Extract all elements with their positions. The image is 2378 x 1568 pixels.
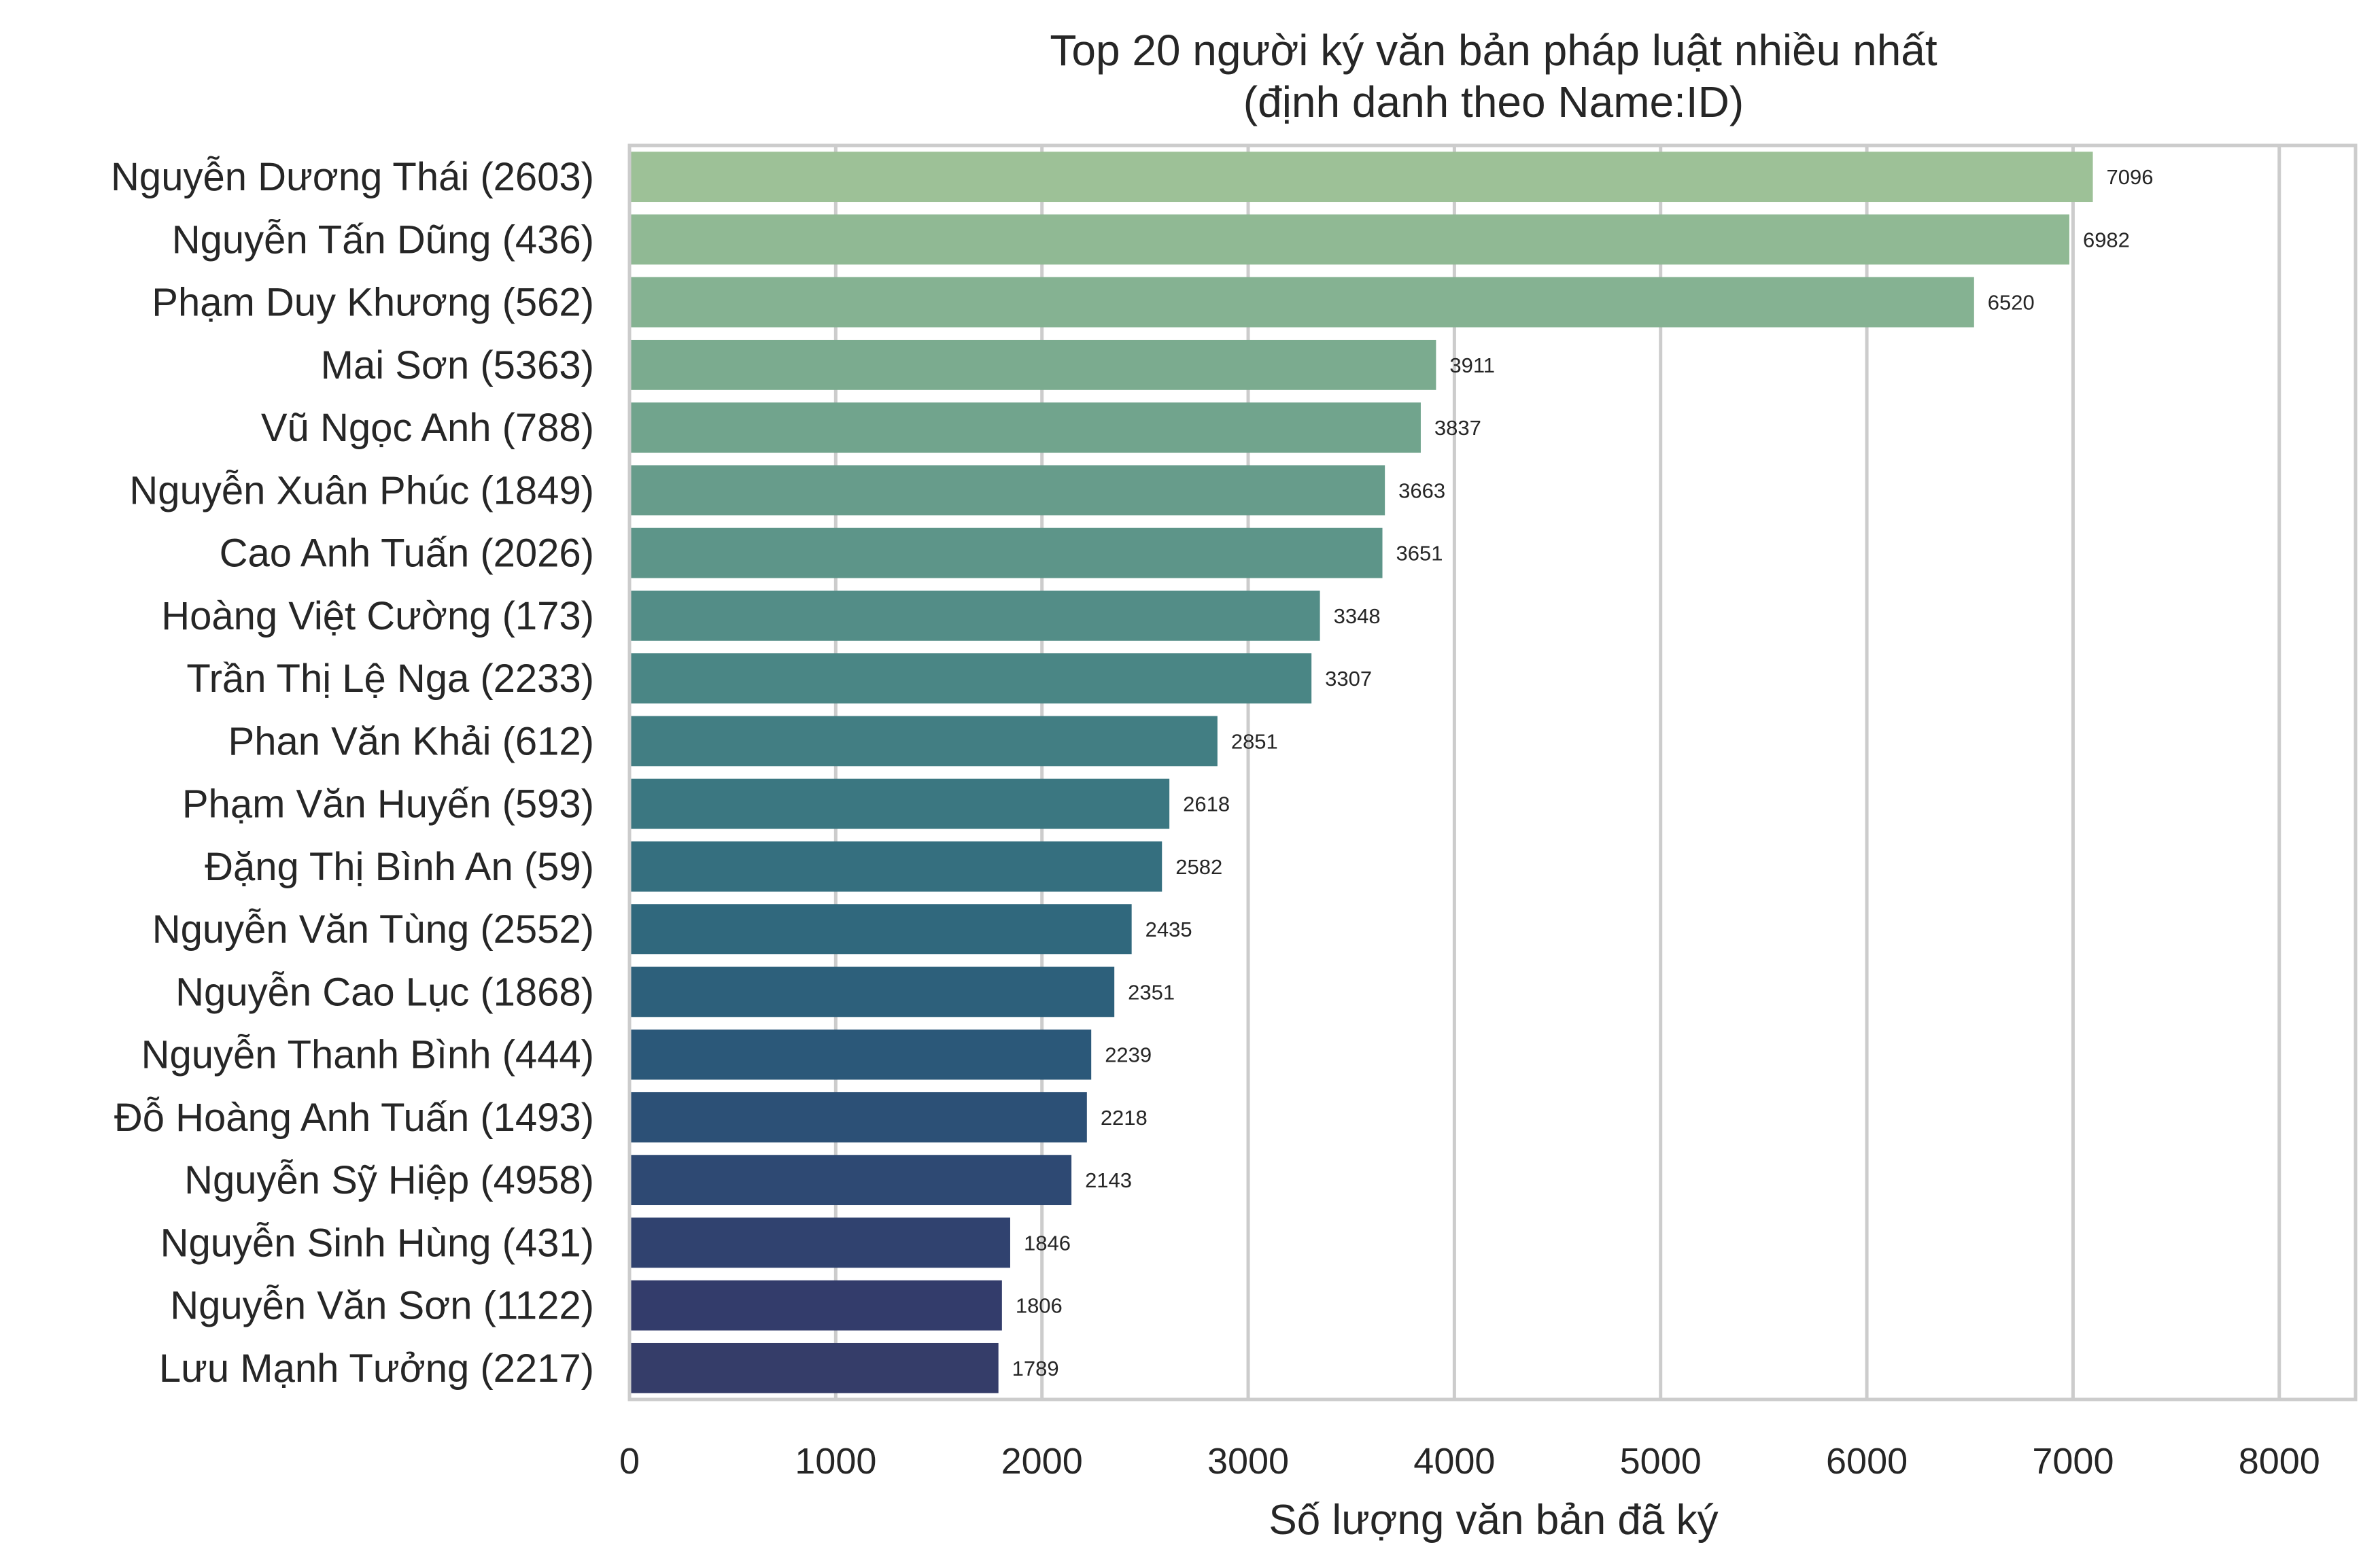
- data-label: 3837: [1434, 416, 1481, 440]
- data-label: 2582: [1175, 855, 1222, 879]
- y-tick-label: Nguyễn Xuân Phúc (1849): [129, 468, 594, 512]
- y-tick-label: Cao Anh Tuấn (2026): [220, 532, 594, 576]
- y-tick-label: Hoàng Việt Cường (173): [161, 594, 594, 638]
- data-label: 2143: [1085, 1168, 1132, 1192]
- data-label: 7096: [2107, 165, 2154, 189]
- data-label: 2218: [1101, 1106, 1148, 1130]
- y-tick-label: Mai Sơn (5363): [321, 343, 594, 387]
- y-tick-label: Đặng Thị Bình An (59): [205, 845, 594, 889]
- y-tick-label: Phạm Văn Huyến (593): [182, 782, 594, 826]
- x-tick-label: 4000: [1413, 1441, 1495, 1482]
- y-tick-label: Đỗ Hoàng Anh Tuấn (1493): [114, 1096, 594, 1140]
- data-label: 2435: [1145, 918, 1192, 941]
- gridlines: [627, 145, 2281, 1399]
- data-label: 1806: [1016, 1294, 1063, 1318]
- bar: [630, 1280, 1002, 1331]
- bar: [630, 1217, 1010, 1268]
- bar: [630, 402, 1421, 453]
- data-label: 6520: [1988, 291, 2035, 315]
- data-label: 1846: [1024, 1231, 1071, 1255]
- y-tick-label: Nguyễn Cao Lục (1868): [175, 970, 594, 1014]
- bar: [630, 339, 1436, 390]
- bar: [630, 1155, 1072, 1206]
- y-tick-label: Nguyễn Dương Thái (2603): [111, 155, 594, 199]
- bar: [630, 527, 1383, 578]
- data-label: 3663: [1398, 478, 1445, 502]
- y-tick-label: Nguyễn Tấn Dũng (436): [172, 217, 594, 262]
- x-tick-label: 3000: [1207, 1441, 1289, 1482]
- x-tick-label: 1000: [795, 1441, 876, 1482]
- x-tick-label: 8000: [2239, 1441, 2320, 1482]
- data-label: 6982: [2083, 228, 2130, 251]
- bars: 7096 6982 6520 3911 3837 3663 3651 3348 3307 2851…: [630, 152, 2154, 1393]
- y-tick-label: Nguyễn Thanh Bình (444): [141, 1033, 594, 1077]
- x-tick-label: 5000: [1620, 1441, 1702, 1482]
- bar: [630, 778, 1170, 829]
- bar: [630, 904, 1132, 955]
- x-axis-label: Số lượng văn bản đã ký: [1269, 1497, 1718, 1544]
- data-label: 2618: [1183, 792, 1230, 816]
- bar: [630, 214, 2069, 265]
- axes-frame: [627, 143, 2358, 1401]
- bar: [630, 277, 1974, 328]
- bar: [630, 1029, 1092, 1080]
- y-tick-label: Nguyễn Sỹ Hiệp (4958): [184, 1158, 594, 1202]
- data-label: 2239: [1105, 1043, 1152, 1067]
- bar: [630, 1092, 1087, 1143]
- bar: [630, 465, 1385, 516]
- x-tick-label: 7000: [2032, 1441, 2114, 1482]
- y-tick-label: Lưu Mạnh Tưởng (2217): [159, 1346, 594, 1391]
- x-tick-labels: 0 1000 2000 3000 4000 5000 6000 7000 8000: [619, 1441, 2320, 1482]
- bar: [630, 716, 1218, 767]
- x-tick-label: 0: [619, 1441, 640, 1482]
- bar: [630, 966, 1115, 1017]
- y-tick-label: Trần Thị Lệ Nga (2233): [186, 657, 594, 701]
- bar: [630, 152, 2093, 203]
- bar: [630, 590, 1320, 641]
- y-tick-label: Phạm Duy Khương (562): [152, 281, 594, 325]
- bar: [630, 653, 1312, 704]
- x-tick-label: 2000: [1001, 1441, 1083, 1482]
- data-label: 3911: [1449, 353, 1495, 377]
- data-label: 3307: [1325, 667, 1372, 691]
- data-label: 2851: [1231, 729, 1278, 753]
- bar: [630, 1342, 999, 1393]
- data-label: 1789: [1012, 1357, 1059, 1380]
- data-label: 2351: [1128, 980, 1175, 1004]
- x-tick-label: 6000: [1826, 1441, 1908, 1482]
- y-tick-label: Nguyễn Văn Tùng (2552): [152, 907, 594, 952]
- y-tick-label: Nguyễn Sinh Hùng (431): [160, 1221, 594, 1265]
- y-tick-label: Phan Văn Khải (612): [228, 719, 594, 763]
- y-tick-labels: Nguyễn Dương Thái (2603) Nguyễn Tấn Dũng …: [111, 155, 594, 1391]
- bar: [630, 841, 1162, 892]
- y-tick-label: Vũ Ngọc Anh (788): [261, 406, 594, 450]
- chart-title: Top 20 người ký văn bản pháp luật nhiều …: [1050, 26, 1937, 75]
- y-tick-label: Nguyễn Văn Sơn (1122): [170, 1284, 594, 1328]
- data-label: 3651: [1396, 542, 1443, 565]
- chart-subtitle: (định danh theo Name:ID): [1243, 77, 1744, 126]
- data-label: 3348: [1334, 604, 1381, 628]
